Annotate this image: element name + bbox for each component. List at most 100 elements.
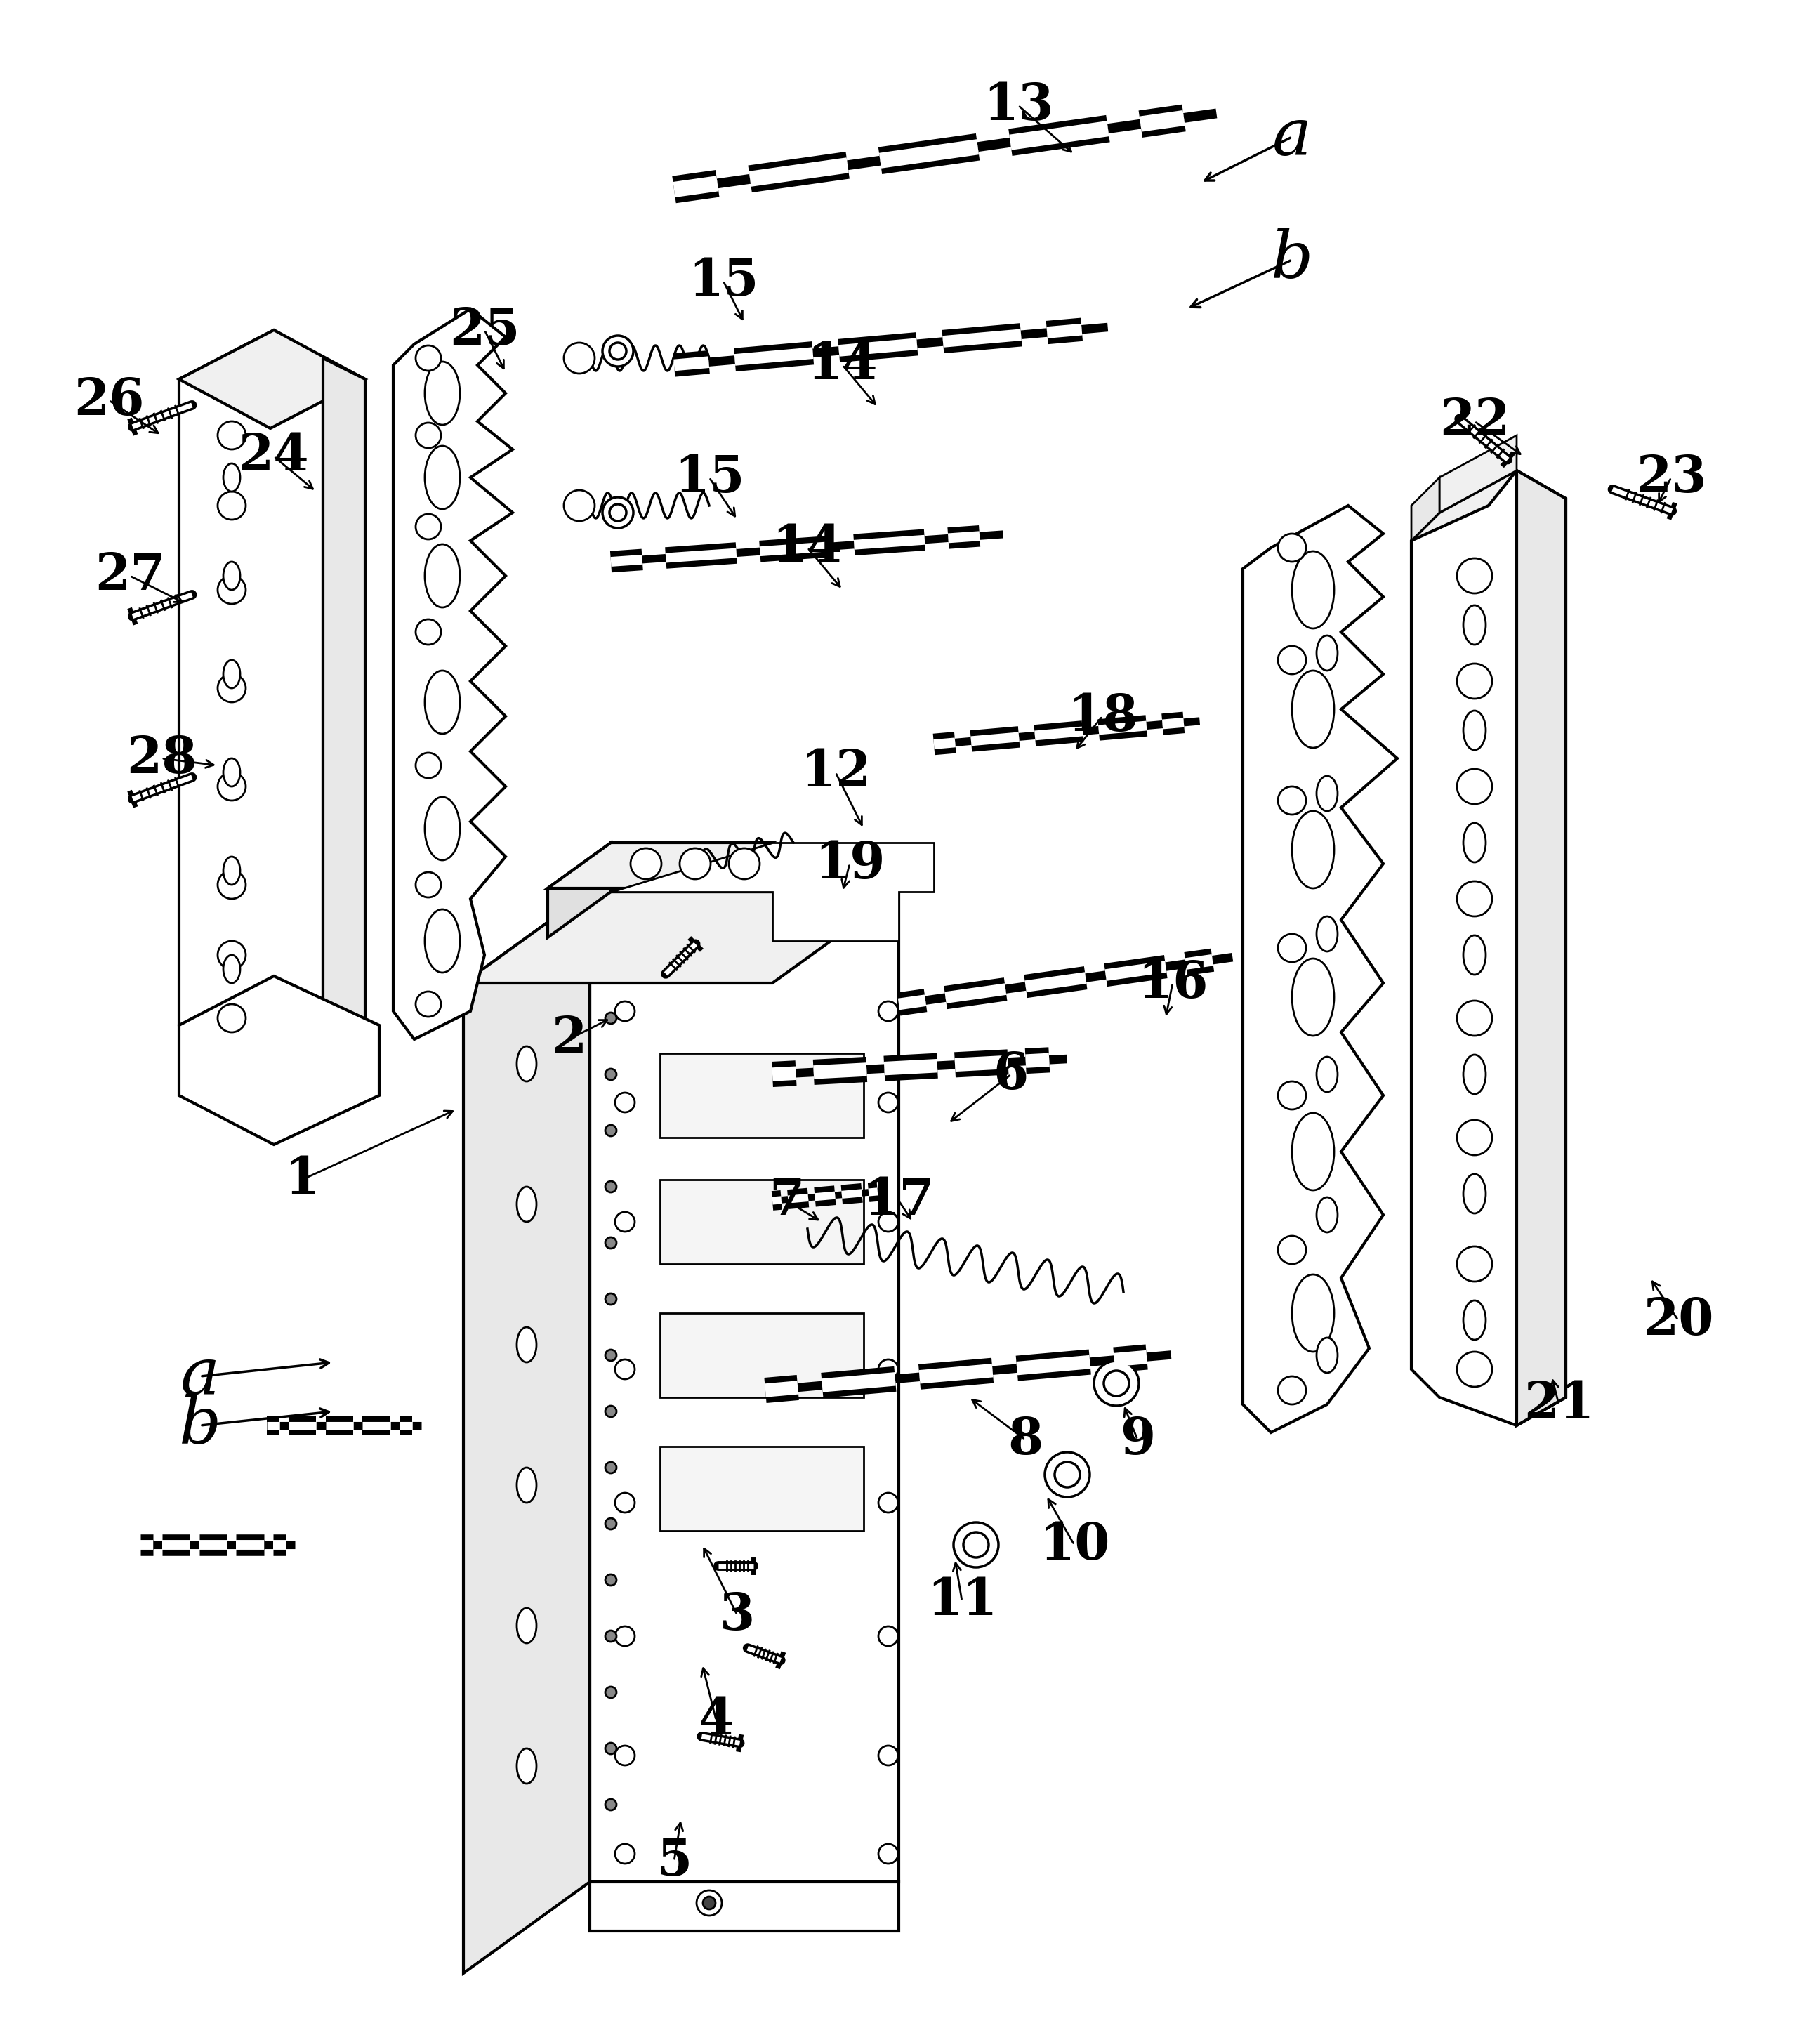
Ellipse shape [1316,635,1338,670]
Polygon shape [464,892,590,1973]
Text: 25: 25 [450,304,521,355]
Circle shape [1278,786,1307,815]
Polygon shape [612,843,934,941]
Polygon shape [1410,470,1565,1425]
Ellipse shape [224,562,240,590]
Polygon shape [612,843,772,892]
Text: 5: 5 [657,1836,692,1885]
Circle shape [615,1746,635,1766]
Circle shape [879,1213,897,1231]
Circle shape [728,847,759,880]
Ellipse shape [1292,1113,1334,1190]
Text: 24: 24 [238,431,309,482]
Polygon shape [590,892,899,1883]
Circle shape [606,1574,617,1585]
Text: 10: 10 [1039,1519,1110,1570]
Text: 21: 21 [1523,1380,1594,1429]
Polygon shape [322,357,366,1068]
Circle shape [606,1687,617,1697]
Ellipse shape [424,909,460,972]
Ellipse shape [424,670,460,733]
Circle shape [1458,882,1492,917]
Ellipse shape [1463,823,1485,862]
Ellipse shape [1292,958,1334,1035]
Circle shape [415,345,440,372]
Circle shape [879,1625,897,1646]
Ellipse shape [517,1186,537,1221]
Circle shape [1278,933,1307,962]
Polygon shape [1516,470,1565,1425]
Circle shape [615,1092,635,1113]
Circle shape [218,576,246,604]
Circle shape [606,1630,617,1642]
Ellipse shape [424,361,460,425]
Circle shape [879,1746,897,1766]
Text: 16: 16 [1138,958,1208,1009]
Ellipse shape [1316,776,1338,811]
Circle shape [615,1001,635,1021]
Circle shape [954,1523,999,1568]
Ellipse shape [1463,1301,1485,1340]
Circle shape [415,423,440,447]
Circle shape [1458,557,1492,594]
Ellipse shape [517,1748,537,1783]
Circle shape [1458,1352,1492,1387]
Ellipse shape [517,1468,537,1503]
Circle shape [615,1625,635,1646]
Circle shape [1458,1246,1492,1282]
Ellipse shape [517,1046,537,1082]
Ellipse shape [1292,811,1334,888]
Ellipse shape [424,445,460,508]
Ellipse shape [224,858,240,884]
Text: 4: 4 [699,1695,733,1746]
Text: 15: 15 [688,255,759,306]
Polygon shape [661,1054,864,1137]
Circle shape [615,1844,635,1864]
Ellipse shape [1316,917,1338,952]
Circle shape [415,872,440,896]
Text: a: a [180,1346,220,1407]
Circle shape [606,1744,617,1754]
Circle shape [615,1213,635,1231]
Circle shape [606,1180,617,1193]
Ellipse shape [517,1327,537,1362]
Ellipse shape [1463,935,1485,974]
Text: 22: 22 [1440,396,1511,447]
Ellipse shape [517,1607,537,1644]
Text: 14: 14 [808,341,877,390]
Circle shape [1458,1001,1492,1035]
Ellipse shape [1463,604,1485,645]
Circle shape [415,619,440,645]
Circle shape [606,1013,617,1023]
Polygon shape [464,892,899,982]
Text: 23: 23 [1636,453,1707,502]
Text: 20: 20 [1643,1295,1713,1346]
Circle shape [615,1493,635,1513]
Text: 17: 17 [863,1176,934,1225]
Text: 6: 6 [994,1050,1028,1099]
Text: 14: 14 [772,523,843,572]
Circle shape [606,1068,617,1080]
Circle shape [564,490,595,521]
Circle shape [606,1799,617,1811]
Text: 13: 13 [983,80,1054,131]
Ellipse shape [1463,1174,1485,1213]
Ellipse shape [1463,711,1485,749]
Circle shape [879,1092,897,1113]
Polygon shape [178,976,379,1146]
Ellipse shape [1316,1058,1338,1092]
Polygon shape [178,331,366,429]
Circle shape [606,1405,617,1417]
Circle shape [1278,533,1307,562]
Circle shape [1278,645,1307,674]
Ellipse shape [1292,670,1334,747]
Polygon shape [661,1313,864,1397]
Text: 27: 27 [95,551,166,600]
Text: 9: 9 [1119,1415,1156,1464]
Text: 26: 26 [73,376,144,425]
Circle shape [1278,1082,1307,1109]
Text: 18: 18 [1067,692,1138,741]
Circle shape [610,504,626,521]
Polygon shape [1410,478,1440,541]
Polygon shape [178,331,322,1074]
